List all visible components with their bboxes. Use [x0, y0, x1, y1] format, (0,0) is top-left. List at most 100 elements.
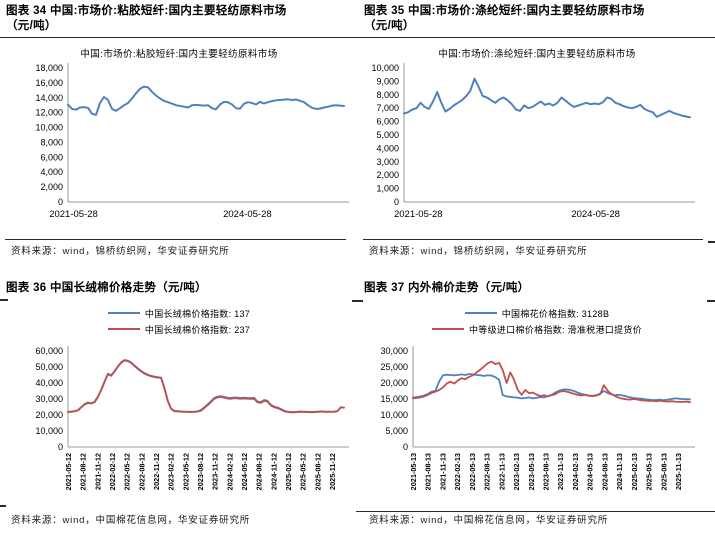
svg-text:2021-05-28: 2021-05-28: [49, 209, 98, 220]
figure-37: 图表 37 内外棉价走势（元/吨） 中国棉花价格指数: 3128B 中等级进口棉价…: [364, 281, 710, 533]
svg-text:2022-11-12: 2022-11-12: [152, 453, 161, 490]
svg-text:2025-08-13: 2025-08-13: [659, 453, 668, 490]
svg-text:2022-02-12: 2022-02-12: [108, 453, 117, 490]
figure-37-legend: 中国棉花价格指数: 3128B 中等级进口棉价格指数: 滑准税港口提货价: [364, 305, 710, 337]
svg-text:2021-05-28: 2021-05-28: [394, 209, 443, 220]
svg-text:2023-11-12: 2023-11-12: [211, 453, 220, 490]
svg-text:9,000: 9,000: [376, 76, 399, 86]
svg-text:50,000: 50,000: [35, 362, 63, 372]
svg-text:2023-05-12: 2023-05-12: [181, 453, 190, 490]
svg-text:18,000: 18,000: [35, 63, 63, 73]
svg-text:7,000: 7,000: [376, 103, 399, 113]
figure-35: 图表 35 中国:市场价:涤纶短纤:国内主要轻纺原料市场 （元/吨） 中国:市场…: [364, 4, 710, 266]
svg-text:2021-05-13: 2021-05-13: [409, 453, 418, 490]
svg-text:2021-08-13: 2021-08-13: [424, 453, 433, 490]
svg-text:2025-11-13: 2025-11-13: [674, 453, 683, 490]
top-titles-divider: [0, 37, 715, 38]
svg-text:2021-11-13: 2021-11-13: [438, 453, 447, 490]
figure-36: 图表 36 中国长绒棉价格走势（元/吨） 中国长绒棉价格指数: 137 中国长绒棉…: [6, 281, 352, 533]
legend-label: 中国棉花价格指数: 3128B: [501, 308, 610, 319]
svg-text:25,000: 25,000: [380, 362, 408, 372]
svg-text:2025-05-12: 2025-05-12: [299, 453, 308, 490]
svg-text:1,000: 1,000: [376, 184, 399, 194]
figure-34-title-line1: 图表 34 中国:市场价:粘胶短纤:国内主要轻纺原料市场: [6, 5, 287, 17]
svg-text:14,000: 14,000: [35, 93, 63, 103]
svg-text:2024-08-13: 2024-08-13: [600, 453, 609, 490]
legend-line-swatch: [464, 312, 497, 314]
svg-text:10,000: 10,000: [35, 123, 63, 133]
svg-text:20,000: 20,000: [380, 378, 408, 388]
figure-35-title-line1: 图表 35 中国:市场价:涤纶短纤:国内主要轻纺原料市场: [364, 5, 645, 17]
svg-text:2,000: 2,000: [376, 170, 399, 180]
svg-text:10,000: 10,000: [35, 426, 63, 436]
figure-34-title-line2: （元/吨）: [6, 20, 57, 32]
svg-text:20,000: 20,000: [35, 410, 63, 420]
svg-text:2,000: 2,000: [40, 182, 63, 192]
svg-text:2024-05-28: 2024-05-28: [223, 209, 272, 220]
svg-text:0: 0: [58, 197, 63, 207]
svg-text:10,000: 10,000: [380, 410, 408, 420]
svg-text:2025-02-13: 2025-02-13: [630, 453, 639, 490]
svg-text:2022-11-13: 2022-11-13: [497, 453, 506, 490]
divider-fragment-fig36-title: [0, 299, 8, 301]
divider-fragment-right-mid: [707, 300, 715, 302]
figure-37-title: 图表 37 内外棉价走势（元/吨）: [364, 281, 710, 296]
svg-text:4,000: 4,000: [40, 167, 63, 177]
figure-34-series-label: 中国:市场价:粘胶短纤:国内主要轻纺原料市场: [80, 49, 278, 60]
svg-text:2024-05-28: 2024-05-28: [571, 209, 620, 220]
figure-34-source: 资料来源：wind，锦桥纺织网，华安证券研究所: [11, 246, 230, 257]
figure-34-title: 图表 34 中国:市场价:粘胶短纤:国内主要轻纺原料市场 （元/吨）: [6, 4, 352, 34]
divider-fragment-fig37-title: [352, 300, 363, 302]
svg-text:2024-05-12: 2024-05-12: [240, 453, 249, 490]
svg-text:5,000: 5,000: [376, 130, 399, 140]
svg-text:2021-05-12: 2021-05-12: [64, 453, 73, 490]
svg-text:0: 0: [58, 442, 63, 452]
legend-line-swatch: [431, 328, 464, 330]
svg-text:2022-08-12: 2022-08-12: [137, 453, 146, 490]
svg-text:30,000: 30,000: [35, 394, 63, 404]
figure-35-source: 资料来源：wind，锦桥纺织网，华安证券研究所: [369, 246, 588, 257]
svg-text:2022-05-13: 2022-05-13: [468, 453, 477, 490]
line-chart-domestic-vs-import-cotton: 0 5,000 10,000 15,000 20,000 25,000 30,000 2021…: [380, 346, 695, 490]
svg-text:2023-08-12: 2023-08-12: [196, 453, 205, 490]
figure-37-source-divider: [356, 511, 715, 512]
figure-35-source-divider: [363, 239, 703, 240]
figure-36-source: 资料来源：wind，中国棉花信息网，华安证券研究所: [11, 515, 251, 526]
svg-text:6,000: 6,000: [40, 152, 63, 162]
svg-text:40,000: 40,000: [35, 378, 63, 388]
divider-fragment-fig36-source: [0, 505, 6, 507]
svg-text:2024-02-12: 2024-02-12: [225, 453, 234, 490]
svg-text:2025-05-13: 2025-05-13: [645, 453, 654, 490]
svg-text:15,000: 15,000: [380, 394, 408, 404]
svg-text:0: 0: [403, 442, 408, 452]
svg-text:5,000: 5,000: [385, 426, 408, 436]
legend-label: 中国长绒棉价格指数: 237: [144, 324, 251, 335]
svg-text:2023-02-13: 2023-02-13: [512, 453, 521, 490]
legend-line-swatch: [107, 328, 140, 330]
svg-text:12,000: 12,000: [35, 108, 63, 118]
legend-item: 中等级进口棉价格指数: 滑准税港口提货价: [364, 321, 710, 337]
svg-text:2025-02-12: 2025-02-12: [284, 453, 293, 490]
figure-35-title-line2: （元/吨）: [364, 20, 415, 32]
svg-text:2023-08-13: 2023-08-13: [542, 453, 551, 490]
figure-36-title: 图表 36 中国长绒棉价格走势（元/吨）: [6, 281, 352, 296]
svg-text:2024-11-13: 2024-11-13: [615, 453, 624, 490]
figure-37-title-line1: 图表 37 内外棉价走势（元/吨）: [364, 282, 530, 294]
figure-35-series-label: 中国:市场价:涤纶短纤:国内主要轻纺原料市场: [438, 49, 636, 60]
figure-37-source: 资料来源：wind，中国棉花信息网，华安证券研究所: [369, 515, 609, 526]
svg-text:3,000: 3,000: [376, 157, 399, 167]
svg-text:2022-08-13: 2022-08-13: [483, 453, 492, 490]
figure-35-title: 图表 35 中国:市场价:涤纶短纤:国内主要轻纺原料市场 （元/吨）: [364, 4, 710, 34]
svg-text:6,000: 6,000: [376, 117, 399, 127]
divider-fragment-right-top: [708, 241, 715, 243]
line-chart-polyester-staple-fiber: 0 1,000 2,000 3,000 4,000 5,000 6,000 7,000 8,00…: [371, 63, 695, 220]
legend-label: 中等级进口棉价格指数: 滑准税港口提货价: [468, 324, 642, 335]
svg-text:8,000: 8,000: [376, 90, 399, 100]
svg-text:2023-05-13: 2023-05-13: [527, 453, 536, 490]
figure-34-source-divider: [5, 239, 346, 240]
legend-label: 中国长绒棉价格指数: 137: [144, 308, 251, 319]
svg-text:30,000: 30,000: [380, 346, 408, 356]
svg-text:2025-11-12: 2025-11-12: [328, 453, 337, 490]
svg-text:2023-02-12: 2023-02-12: [167, 453, 176, 490]
svg-text:0: 0: [394, 197, 399, 207]
